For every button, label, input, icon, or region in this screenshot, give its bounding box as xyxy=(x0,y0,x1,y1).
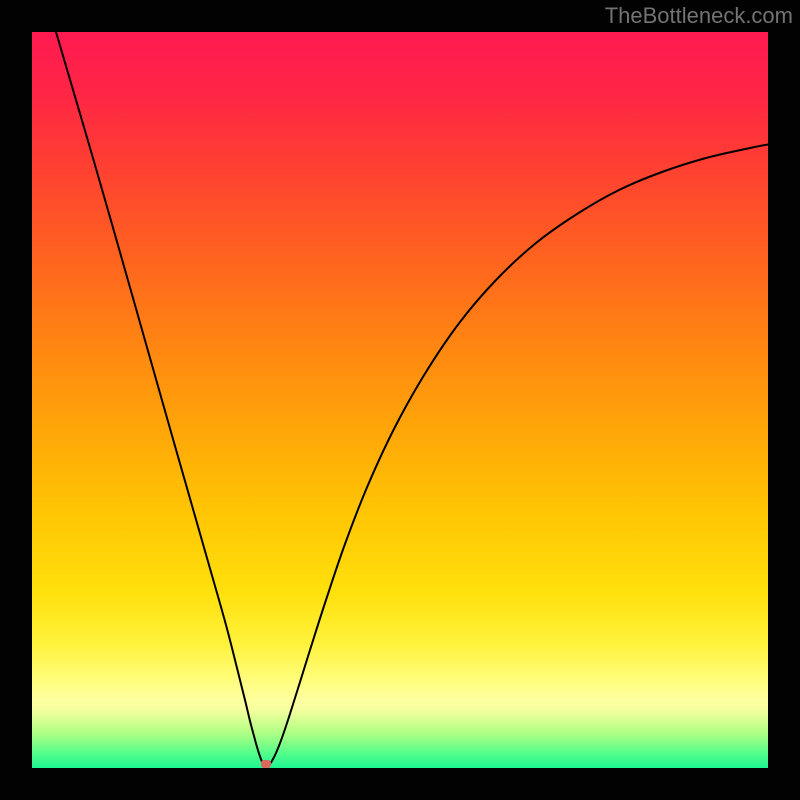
plot-background xyxy=(32,32,768,768)
recommended-point-marker xyxy=(261,760,271,768)
chart-svg: TheBottleneck.com xyxy=(0,0,800,800)
watermark-text: TheBottleneck.com xyxy=(605,3,793,28)
bottleneck-chart: TheBottleneck.com xyxy=(0,0,800,800)
